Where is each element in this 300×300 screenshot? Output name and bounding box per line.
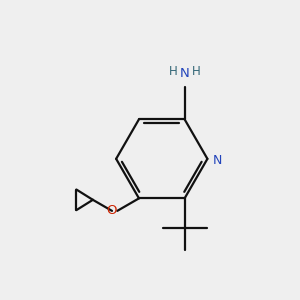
Text: H: H	[169, 65, 178, 78]
Text: N: N	[180, 67, 190, 80]
Text: O: O	[107, 204, 117, 218]
Text: N: N	[213, 154, 222, 167]
Text: H: H	[191, 65, 200, 78]
